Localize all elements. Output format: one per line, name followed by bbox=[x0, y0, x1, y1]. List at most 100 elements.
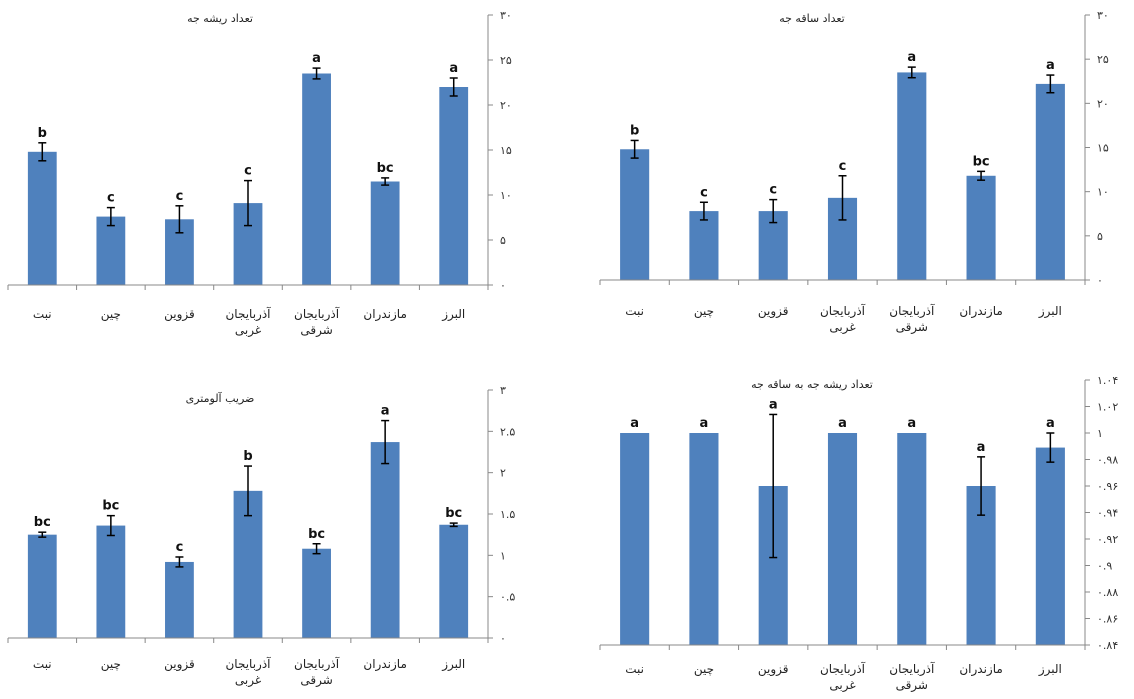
y-tick-label: ۰.۹۲ bbox=[1097, 533, 1118, 546]
category-label: البرز bbox=[1038, 662, 1062, 677]
y-tick-label: ۲۰ bbox=[500, 99, 512, 112]
bar bbox=[165, 561, 194, 638]
category-label: شرقی bbox=[300, 673, 332, 688]
category-label: مازندران bbox=[959, 304, 1002, 319]
chart-panel-2: تعداد ساقه جهbنبتcچینcقزوینcآذربایجانغرب… bbox=[599, 9, 1109, 335]
error-bar bbox=[312, 67, 321, 80]
category-label: غربی bbox=[829, 678, 855, 693]
error-bar bbox=[1046, 74, 1055, 94]
y-tick-label: ۰ bbox=[500, 279, 506, 292]
error-bar bbox=[630, 139, 639, 159]
bar bbox=[966, 175, 996, 280]
y-tick-label: ۳۰ bbox=[500, 9, 512, 22]
bar bbox=[620, 433, 650, 645]
bar bbox=[897, 433, 927, 645]
error-bar bbox=[175, 556, 184, 568]
category-label: مازندران bbox=[363, 657, 406, 672]
significance-label: a bbox=[630, 416, 639, 431]
error-bar bbox=[38, 531, 47, 538]
category-label: البرز bbox=[441, 307, 465, 322]
y-tick-label: ۱.۵ bbox=[500, 508, 515, 521]
error-bar bbox=[838, 175, 847, 221]
chart-title: تعداد ریشه جه bbox=[187, 12, 253, 25]
significance-label: c bbox=[839, 159, 847, 174]
y-tick-label: ۱ bbox=[500, 549, 506, 562]
error-bar bbox=[1046, 432, 1055, 463]
y-tick-label: ۰.۹۶ bbox=[1097, 480, 1118, 493]
category-label: چین bbox=[694, 304, 714, 319]
error-bar bbox=[977, 170, 986, 181]
y-tick-label: ۳۰ bbox=[1097, 9, 1109, 22]
y-tick-label: ۰ bbox=[1097, 274, 1103, 287]
bar bbox=[370, 442, 400, 638]
error-bar bbox=[769, 198, 778, 224]
bar bbox=[370, 181, 400, 285]
y-tick-label: ۱.۰۴ bbox=[1097, 374, 1118, 387]
y-tick-label: ۲ bbox=[500, 467, 506, 480]
bar bbox=[302, 548, 331, 638]
error-bar bbox=[449, 77, 458, 97]
error-bar bbox=[106, 206, 115, 227]
y-tick-label: ۱۰ bbox=[1097, 186, 1109, 199]
category-label: شرقی bbox=[896, 678, 928, 693]
category-label: غربی bbox=[235, 323, 261, 338]
category-label: نبت bbox=[625, 662, 644, 676]
error-bar bbox=[381, 177, 390, 186]
y-tick-label: ۱۵ bbox=[1097, 142, 1109, 155]
y-tick-label: ۵ bbox=[1097, 230, 1103, 243]
y-tick-label: ۰.۸۴ bbox=[1097, 639, 1118, 652]
significance-label: a bbox=[907, 416, 916, 431]
category-label: البرز bbox=[1038, 304, 1062, 319]
y-tick-label: ۱.۰۲ bbox=[1097, 401, 1118, 414]
error-bar bbox=[449, 522, 458, 528]
significance-label: c bbox=[176, 189, 184, 204]
error-bar bbox=[699, 201, 708, 221]
y-tick-label: ۰.۹۴ bbox=[1097, 507, 1118, 520]
bar bbox=[96, 525, 126, 638]
category-label: البرز bbox=[441, 657, 465, 672]
y-tick-label: ۰.۸۶ bbox=[1097, 613, 1118, 626]
significance-label: bc bbox=[102, 499, 119, 514]
category-label: آذربایجان bbox=[889, 661, 935, 677]
y-tick-label: ۲۵ bbox=[500, 54, 512, 67]
category-label: قزوین bbox=[164, 657, 195, 672]
significance-label: b bbox=[630, 123, 639, 138]
significance-label: a bbox=[1046, 58, 1055, 73]
significance-label: a bbox=[312, 51, 321, 66]
significance-label: a bbox=[700, 416, 709, 431]
significance-label: c bbox=[107, 191, 115, 206]
significance-label: b bbox=[243, 449, 252, 464]
y-tick-label: ۵ bbox=[500, 234, 506, 247]
y-tick-label: ۱۰ bbox=[500, 189, 512, 202]
bar bbox=[96, 216, 126, 285]
bar bbox=[689, 211, 719, 280]
error-bar bbox=[907, 66, 916, 79]
category-label: نبت bbox=[625, 304, 644, 318]
category-label: چین bbox=[694, 662, 714, 677]
bar bbox=[897, 72, 927, 281]
significance-label: a bbox=[1046, 416, 1055, 431]
category-label: آذربایجان bbox=[820, 661, 866, 677]
error-bar bbox=[38, 142, 47, 162]
significance-label: bc bbox=[445, 506, 462, 521]
chart-panel-4: تعداد ریشه جه به ساقه جه a نبت a چین a قزوین a آ… bbox=[599, 374, 1118, 693]
significance-label: c bbox=[176, 540, 184, 555]
y-tick-label: ۲.۵ bbox=[500, 425, 515, 438]
category-label: نبت bbox=[33, 307, 52, 321]
significance-label: a bbox=[381, 404, 390, 419]
category-label: آذربایجان bbox=[889, 303, 935, 319]
error-bar bbox=[769, 413, 778, 559]
significance-label: bc bbox=[34, 515, 51, 530]
bar bbox=[439, 524, 469, 638]
bar bbox=[439, 87, 469, 285]
significance-label: a bbox=[838, 416, 847, 431]
significance-label: bc bbox=[973, 154, 990, 169]
chart-panel-3: ضریب آلومتریbcنبتbcچینcقزوینbآذربایجانغر… bbox=[7, 384, 515, 688]
bar bbox=[1035, 447, 1065, 645]
significance-label: a bbox=[449, 61, 458, 76]
error-bar bbox=[244, 465, 252, 517]
category-label: غربی bbox=[829, 320, 855, 335]
bar bbox=[1035, 83, 1065, 281]
y-tick-label: ۱۵ bbox=[500, 144, 512, 157]
y-tick-label: ۰ bbox=[500, 632, 506, 645]
